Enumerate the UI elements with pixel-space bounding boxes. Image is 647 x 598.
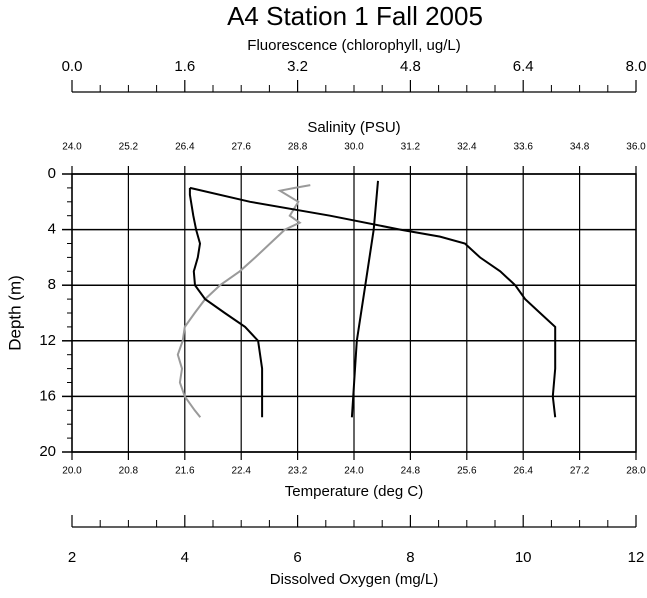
x-tick-label: 24.0 [62, 142, 82, 153]
profile-line [176, 184, 311, 418]
x-tick-label: 23.2 [288, 466, 308, 477]
y-tick-label: 4 [48, 221, 56, 238]
x-tick-label: 28.8 [288, 142, 308, 153]
x-axis-label: Temperature (deg C) [285, 483, 423, 500]
x-tick-label: 36.0 [626, 142, 646, 153]
y-tick-label: 20 [39, 443, 56, 460]
x-tick-label: 4 [181, 549, 189, 566]
x-tick-label: 26.4 [175, 142, 195, 153]
x-tick-label: 20.8 [119, 466, 139, 477]
x-tick-label: 8.0 [626, 58, 647, 75]
x-axis-label: Dissolved Oxygen (mg/L) [270, 571, 438, 588]
x-tick-label: 2 [68, 549, 76, 566]
x-tick-label: 24.0 [344, 466, 364, 477]
x-tick-label: 22.4 [231, 466, 251, 477]
x-tick-label: 34.8 [570, 142, 590, 153]
x-tick-label: 28.0 [626, 466, 646, 477]
x-tick-label: 25.6 [457, 466, 477, 477]
x-tick-label: 31.2 [401, 142, 421, 153]
y-tick-label: 16 [39, 387, 56, 404]
x-tick-label: 12 [628, 549, 645, 566]
profile-line [188, 187, 264, 418]
chart-title: A4 Station 1 Fall 2005 [227, 1, 483, 31]
x-tick-label: 27.6 [231, 142, 251, 153]
x-tick-label: 20.0 [62, 466, 82, 477]
x-tick-label: 6 [293, 549, 301, 566]
y-axis-label: Depth (m) [5, 275, 24, 351]
x-tick-label: 0.0 [62, 58, 83, 75]
x-tick-label: 10 [515, 549, 532, 566]
x-tick-label: 3.2 [287, 58, 308, 75]
x-tick-label: 27.2 [570, 466, 590, 477]
profile-line [189, 186, 557, 418]
x-tick-label: 26.4 [513, 466, 533, 477]
x-tick-label: 21.6 [175, 466, 195, 477]
x-tick-label: 6.4 [513, 58, 534, 75]
x-tick-label: 32.4 [457, 142, 477, 153]
x-tick-label: 30.0 [344, 142, 364, 153]
x-tick-label: 1.6 [174, 58, 195, 75]
y-tick-label: 12 [39, 332, 56, 349]
x-axis-label: Salinity (PSU) [307, 119, 400, 136]
x-tick-label: 33.6 [513, 142, 533, 153]
x-axis-label: Fluorescence (chlorophyll, ug/L) [247, 37, 460, 54]
y-tick-label: 8 [48, 276, 56, 293]
y-tick-label: 0 [48, 165, 56, 182]
x-tick-label: 8 [406, 549, 414, 566]
x-tick-label: 25.2 [119, 142, 139, 153]
profile-line [350, 180, 379, 418]
x-tick-label: 4.8 [400, 58, 421, 75]
x-tick-label: 24.8 [401, 466, 421, 477]
